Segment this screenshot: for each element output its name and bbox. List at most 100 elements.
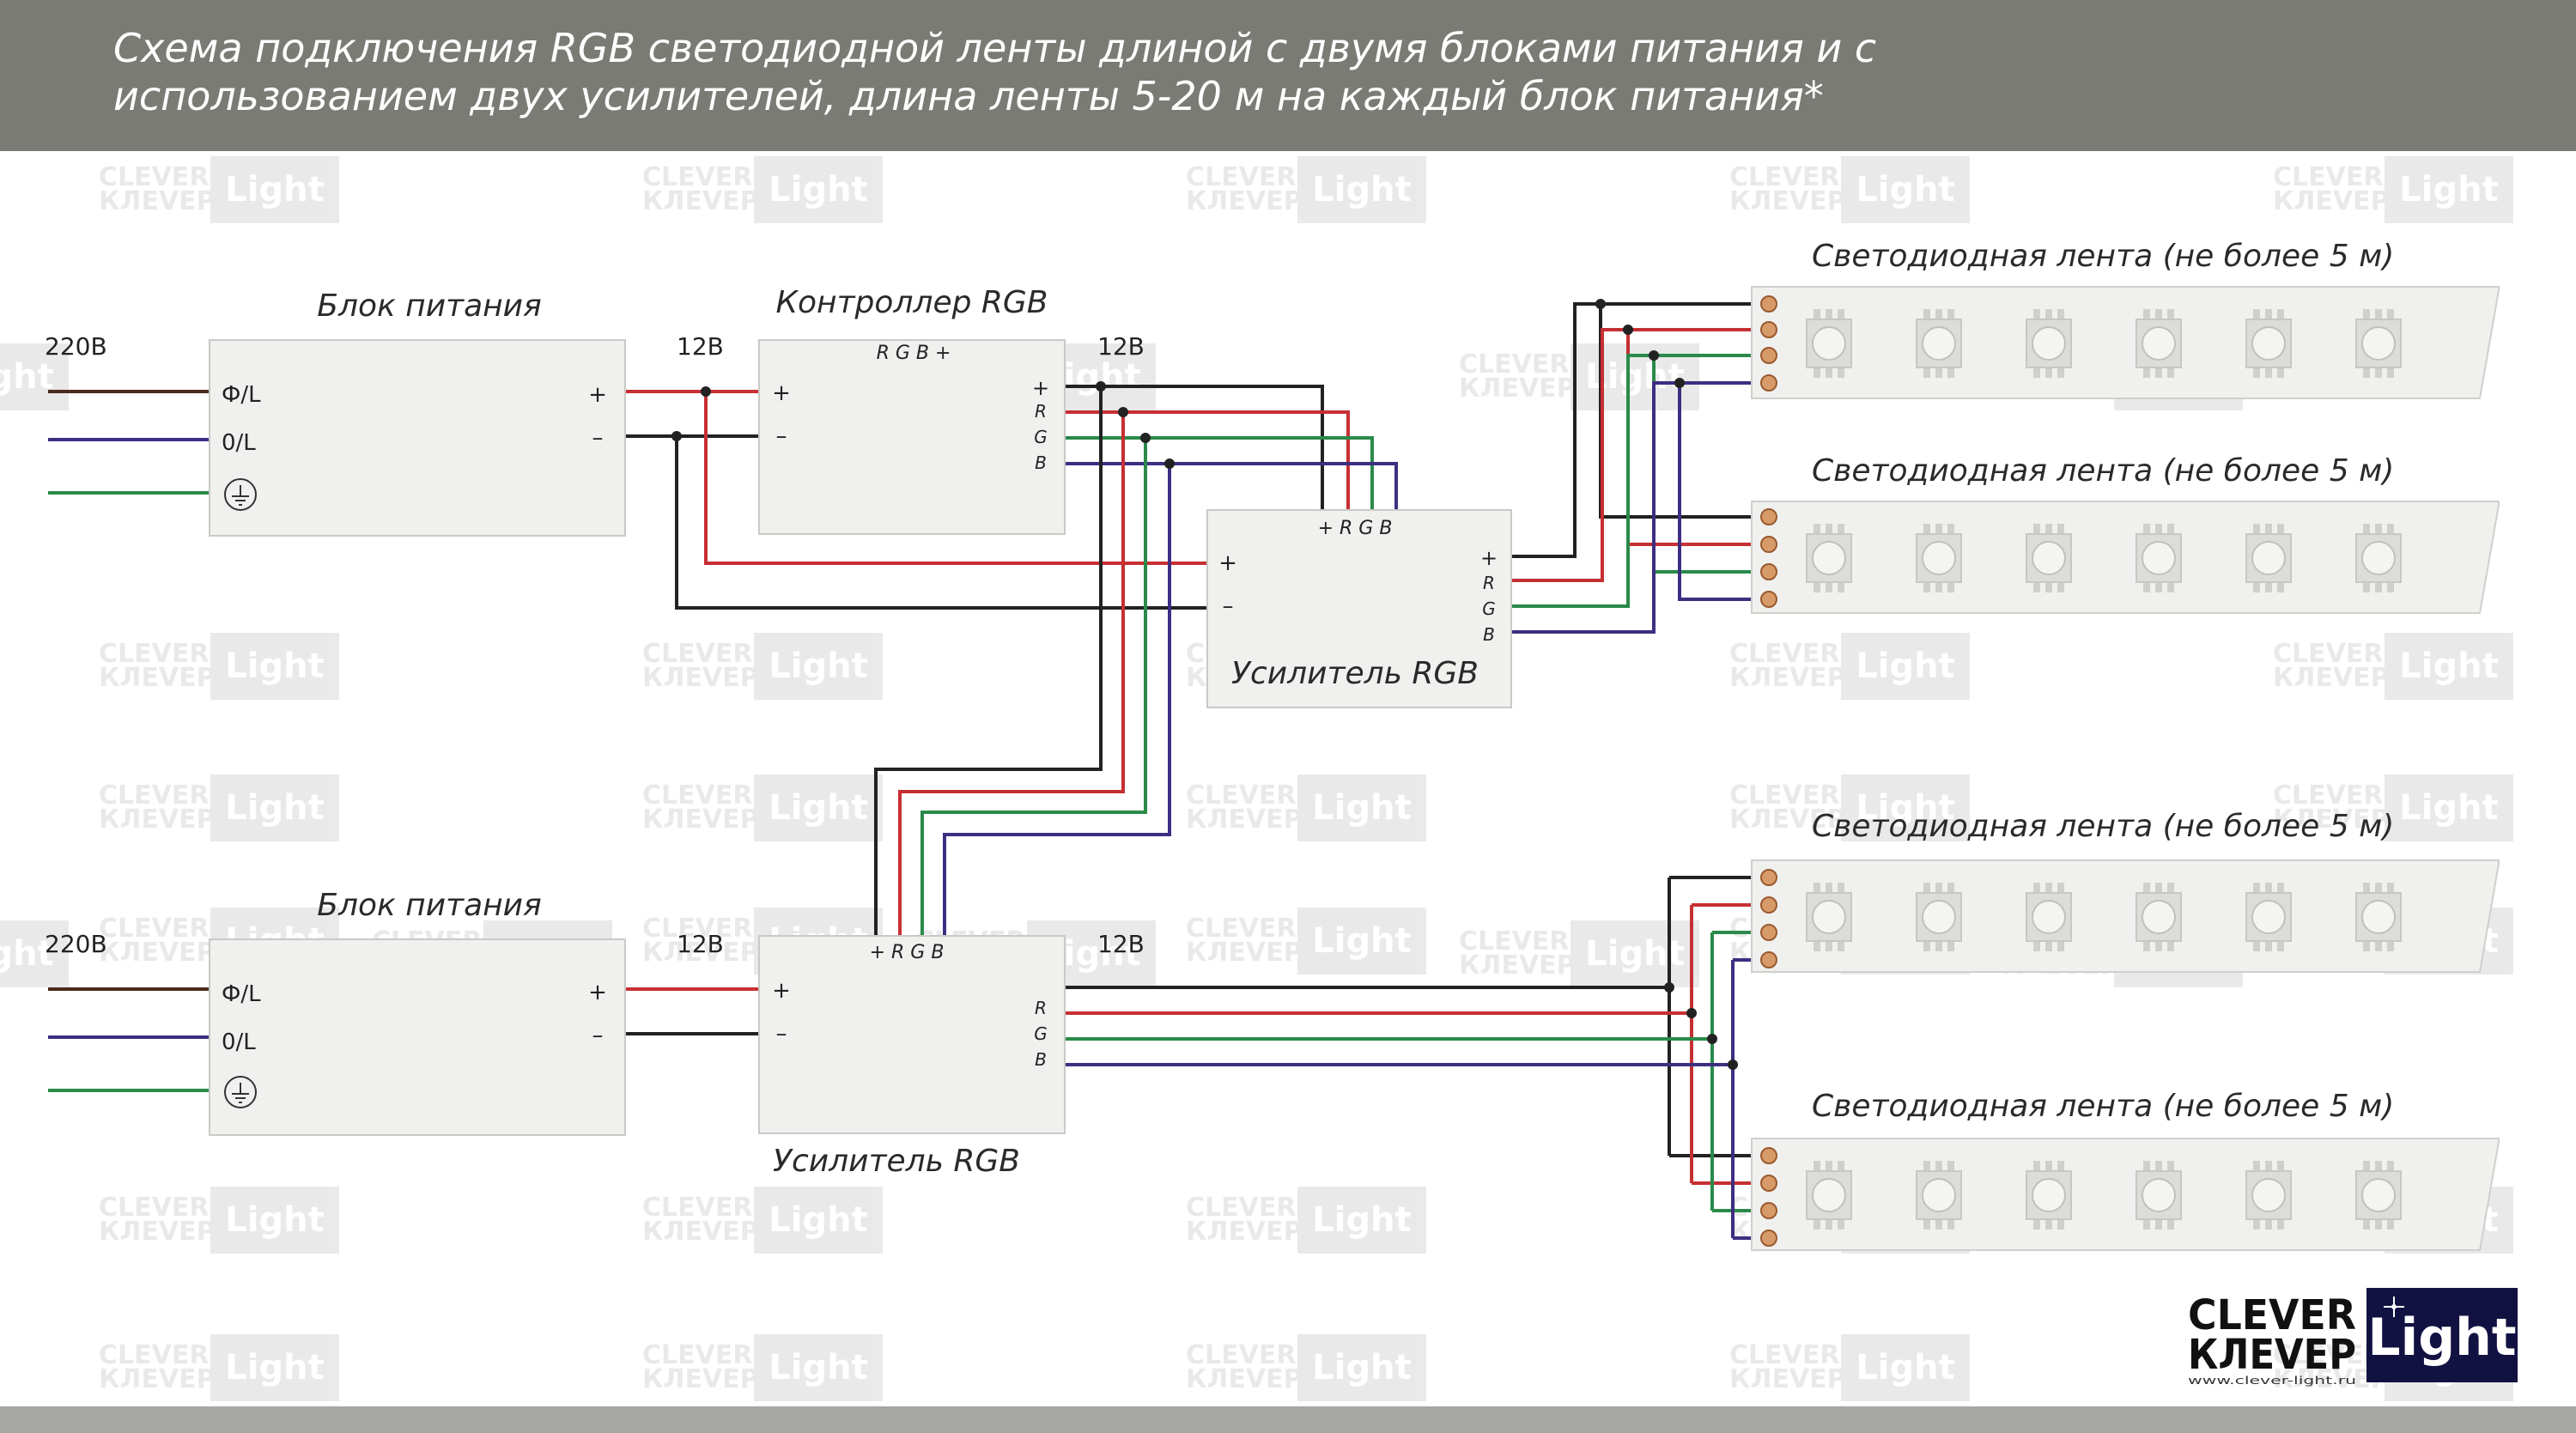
led-leg <box>2277 883 2284 893</box>
led-leg <box>2155 309 2162 319</box>
watermark-text: Light <box>0 934 54 974</box>
logo-star-icon <box>2384 1296 2404 1317</box>
led-leg <box>2277 582 2284 592</box>
strip-solder-pad <box>1760 536 1777 553</box>
led-leg <box>1923 309 1930 319</box>
bottom-power-supply-title: Блок питания <box>317 888 541 923</box>
watermark-text: Light <box>2399 647 2498 686</box>
watermark-text: CLEVER <box>1729 162 1839 192</box>
smd-led-icon <box>1806 1161 1852 1230</box>
led-lens <box>1812 541 1846 575</box>
led-leg <box>1947 1219 1954 1230</box>
led-leg <box>1947 524 1954 534</box>
led-leg <box>2057 582 2064 592</box>
watermark-text: Light <box>769 1200 867 1240</box>
led-lens <box>1922 900 1956 934</box>
watermark-text: КЛЕVЕР <box>1729 1364 1846 1394</box>
led-leg <box>2057 1219 2064 1230</box>
led-leg <box>2253 582 2260 592</box>
watermark-text: CLEVER <box>642 162 752 192</box>
led-leg <box>2387 582 2394 592</box>
watermark-text: КЛЕVЕР <box>1186 1364 1303 1394</box>
strip-solder-pad <box>1760 295 1777 313</box>
top-psu-phase-pin: Ф/L <box>222 382 261 408</box>
logo-badge <box>2366 1288 2518 1382</box>
watermark-text: CLEVER <box>1459 349 1569 380</box>
top-rgb-controller: Контроллер RGB R G B + + – + R G B <box>758 285 1066 535</box>
top-amplifier-out-g: G <box>1482 598 1496 619</box>
watermark-badge <box>1297 908 1426 975</box>
bottom-psu-plus-pin: + <box>588 980 607 1005</box>
watermark-badge <box>1841 1334 1970 1401</box>
led-leg <box>2167 941 2174 951</box>
ctrl-to-amp-r-wire <box>1065 410 1350 510</box>
watermark-text: Light <box>1312 921 1411 961</box>
led-leg <box>2363 582 2370 592</box>
watermark-badge <box>1297 1334 1426 1401</box>
watermark-text: Light <box>1856 170 1954 209</box>
led-leg <box>2045 941 2052 951</box>
led-leg <box>1935 1161 1942 1171</box>
led-lens <box>1812 326 1846 361</box>
led-leg <box>2375 941 2382 951</box>
watermark-text: Light <box>225 170 324 209</box>
top-controller-out-r: R <box>1035 401 1047 422</box>
led-leg <box>1814 1219 1820 1230</box>
smd-led-icon <box>2136 883 2182 951</box>
top-led-strip-1 <box>1751 286 2500 399</box>
watermark-text: Light <box>1312 170 1411 209</box>
led-leg <box>2143 309 2150 319</box>
watermark-badge <box>1841 156 1970 223</box>
watermark-text: Light <box>1312 788 1411 828</box>
smd-led-icon <box>1916 883 1962 951</box>
watermark-text: КЛЕVЕР <box>1729 805 1846 835</box>
led-leg <box>2253 941 2260 951</box>
watermark-text: CLEVER <box>642 1193 752 1223</box>
ctrl-to-bottom-amp-b-wire <box>943 464 1171 936</box>
ctrl-to-bottom-amp-r-wire <box>898 412 1125 936</box>
top-controller-out-plus: + <box>1032 376 1049 400</box>
led-leg <box>1826 1161 1832 1171</box>
junction-dot <box>1674 378 1685 388</box>
top-amplifier-minus-in: – <box>1223 593 1234 619</box>
bottom-psu-neutral-pin: 0/L <box>222 1029 256 1055</box>
watermark-badge <box>754 774 883 841</box>
led-leg <box>2277 309 2284 319</box>
watermark-badge <box>1841 774 1970 841</box>
led-leg <box>1923 367 1930 378</box>
ctrl-to-amp-g-wire <box>1065 436 1374 510</box>
junction-dot <box>1140 433 1151 443</box>
led-leg <box>1814 883 1820 893</box>
top-psu-minus-pin: – <box>592 425 604 451</box>
led-lens <box>2142 541 2176 575</box>
led-leg <box>2375 367 2382 378</box>
led-leg <box>2277 1161 2284 1171</box>
watermark-text: CLEVER <box>1186 162 1296 192</box>
watermark-text: CLEVER <box>2273 780 2383 811</box>
led-leg <box>2033 367 2040 378</box>
top-controller-top-pins: R G B + <box>877 343 951 364</box>
led-leg <box>2265 309 2272 319</box>
led-leg <box>1826 883 1832 893</box>
bottom-amplifier-minus-in: – <box>776 1021 787 1047</box>
top-psu-to-amp-plus-wire <box>704 392 1207 565</box>
led-lens <box>2361 900 2396 934</box>
top-amp-out-to-strip1-wire <box>1511 302 1767 558</box>
led-leg <box>1923 582 1930 592</box>
ctrl-to-amp-plus-wire <box>1065 385 1324 510</box>
top-controller-out-g: G <box>1034 427 1048 447</box>
watermark-text: Light <box>0 357 54 397</box>
watermark-text: Light <box>1312 1348 1411 1387</box>
top-amplifier-out-r: R <box>1483 573 1495 593</box>
watermark-text: КЛЕVЕР <box>1186 186 1303 216</box>
watermark-badge <box>2385 633 2513 700</box>
top-power-supply: Блок питания Ф/L 0/L + – <box>209 288 626 537</box>
led-leg <box>2363 941 2370 951</box>
